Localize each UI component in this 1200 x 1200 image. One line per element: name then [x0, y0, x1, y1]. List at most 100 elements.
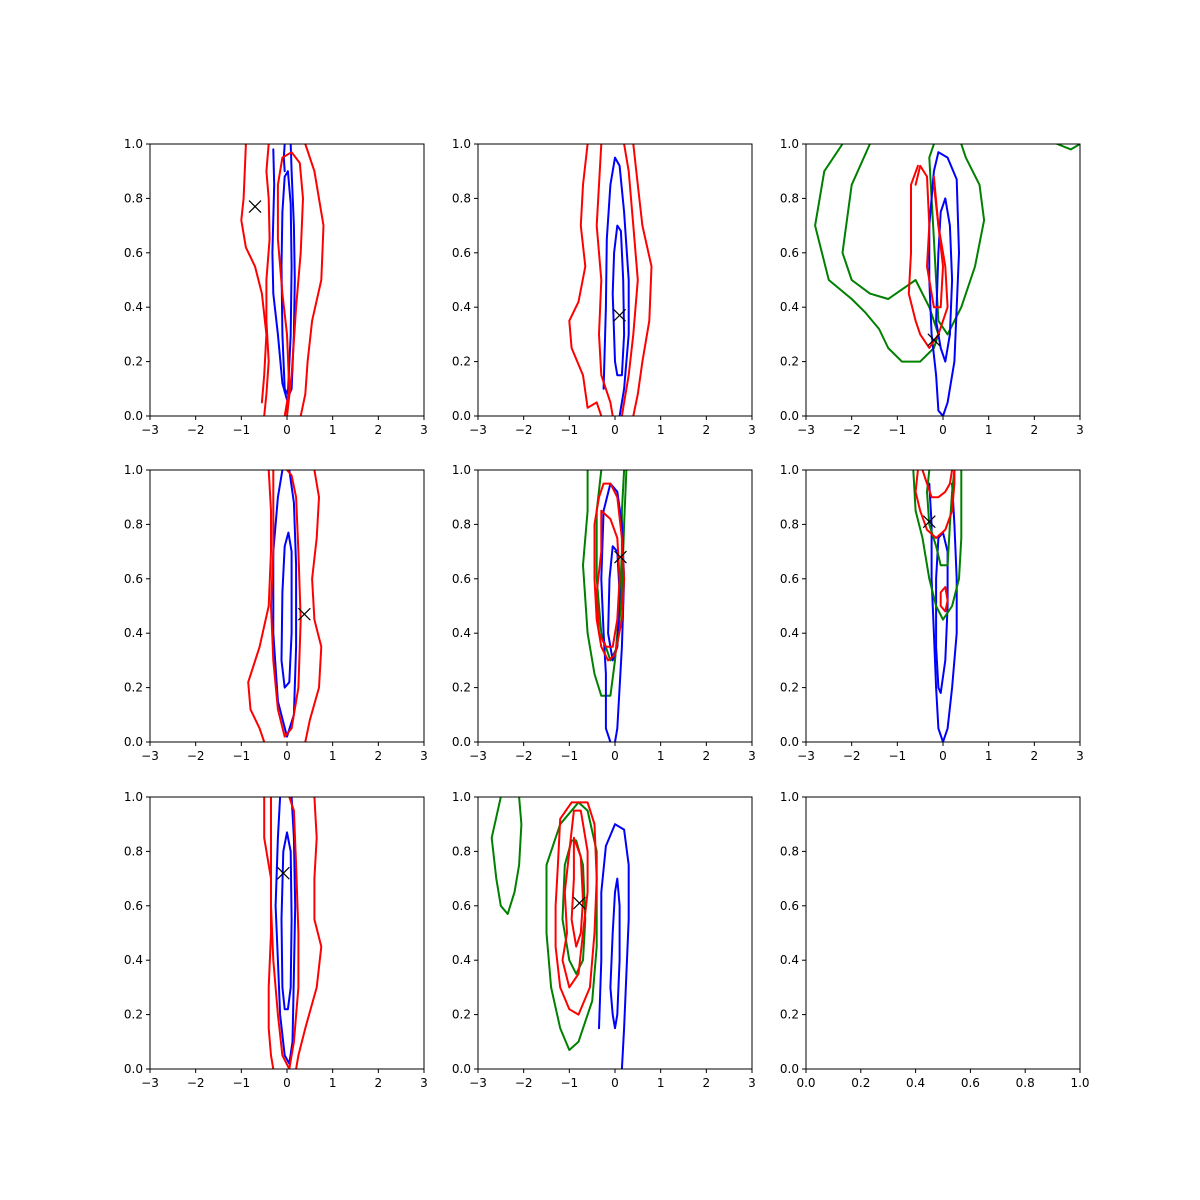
x-tick-label: 0 — [611, 423, 619, 437]
x-tick-label: 1 — [329, 749, 337, 763]
x-tick-label: −1 — [888, 423, 906, 437]
x-tick-label: −3 — [141, 1076, 159, 1090]
y-tick-label: 0.8 — [124, 191, 143, 205]
contour-line-6 — [240, 144, 268, 404]
contour-line-5 — [295, 797, 323, 1069]
contour-line-1 — [935, 531, 949, 694]
y-tick-label: 0.6 — [124, 572, 143, 586]
subplot-3: −3 −2 −1 0 1 2 3 0.0 0.2 0.4 0.6 0.8 1.0 — [780, 137, 1084, 437]
contour-group — [490, 797, 630, 1069]
contour-group — [568, 144, 653, 416]
contour-line-7 — [609, 877, 621, 1030]
x-tick-label: −1 — [232, 1076, 250, 1090]
x-tick-label: −2 — [515, 1076, 533, 1090]
contour-line-5 — [304, 470, 323, 742]
x-tick-label: 0 — [939, 749, 947, 763]
x-tick-label: −3 — [797, 749, 815, 763]
y-tick-label: 0.2 — [452, 681, 471, 695]
x-tick-label: 2 — [375, 749, 383, 763]
axes-frame — [149, 143, 425, 417]
x-tick-label: 1 — [985, 423, 993, 437]
y-tick-label: 0.4 — [780, 300, 799, 314]
axes-frame — [805, 796, 1081, 1070]
y-tick-label: 0.6 — [780, 246, 799, 260]
x-tick-label: 3 — [420, 749, 428, 763]
y-tick-label: 0.0 — [452, 1062, 471, 1076]
contour-line-4 — [912, 470, 963, 621]
contour-group — [912, 470, 963, 742]
x-tick-label: 2 — [1031, 749, 1039, 763]
y-tick-label: 0.0 — [124, 409, 143, 423]
x-tick-label: −1 — [232, 423, 250, 437]
y-tick-label: 0.8 — [452, 191, 471, 205]
subplot-6: −3 −2 −1 0 1 2 3 0.0 0.2 0.4 0.6 0.8 1.0 — [780, 463, 1084, 763]
x-tick-label: 0.4 — [906, 1076, 925, 1090]
marker-x — [297, 607, 311, 621]
x-tick-label: −2 — [843, 423, 861, 437]
x-tick-label: −1 — [560, 1076, 578, 1090]
x-tick-label: 3 — [748, 1076, 756, 1090]
x-tick-label: 2 — [703, 749, 711, 763]
x-tick-label: −1 — [888, 749, 906, 763]
y-tick-label: 0.0 — [780, 409, 799, 423]
contour-group — [247, 470, 323, 742]
y-tick-label: 0.8 — [452, 517, 471, 531]
y-tick-label: 1.0 — [452, 463, 471, 477]
x-tick-label: 1 — [657, 423, 665, 437]
axes-frame — [477, 143, 753, 417]
y-tick-label: 1.0 — [780, 463, 799, 477]
y-tick-label: 0.2 — [452, 1008, 471, 1022]
y-tick-label: 1.0 — [124, 137, 143, 151]
y-tick-label: 0.6 — [452, 246, 471, 260]
y-tick-label: 0.0 — [124, 1062, 143, 1076]
marker-x — [572, 896, 586, 910]
x-tick-label: 0.6 — [961, 1076, 980, 1090]
x-tick-label: −2 — [515, 423, 533, 437]
y-tick-label: 0.2 — [124, 681, 143, 695]
contour-line-5 — [276, 151, 304, 416]
y-tick-label: 0.4 — [124, 953, 143, 967]
y-tick-label: 0.2 — [124, 355, 143, 369]
contour-line-4 — [263, 797, 275, 1069]
contour-line-6 — [914, 164, 944, 309]
x-tick-label: −3 — [469, 749, 487, 763]
contour-group — [582, 470, 628, 742]
y-tick-label: 0.4 — [452, 953, 471, 967]
y-tick-label: 0.2 — [452, 355, 471, 369]
y-tick-label: 0.2 — [124, 1008, 143, 1022]
x-tick-label: −3 — [469, 1076, 487, 1090]
y-tick-label: 0.2 — [780, 681, 799, 695]
y-tick-label: 0.2 — [780, 355, 799, 369]
x-tick-label: 2 — [703, 1076, 711, 1090]
contour-group — [240, 144, 325, 416]
x-tick-label: 2 — [1031, 423, 1039, 437]
axes-frame — [149, 469, 425, 743]
x-tick-label: 2 — [375, 423, 383, 437]
x-tick-label: −1 — [560, 423, 578, 437]
contour-line-2 — [274, 797, 297, 1065]
x-tick-label: 1 — [985, 749, 993, 763]
x-tick-label: −3 — [141, 423, 159, 437]
x-tick-label: −2 — [187, 423, 205, 437]
contour-group — [814, 144, 1080, 416]
contour-line-7 — [907, 164, 949, 349]
contour-line-4 — [247, 470, 272, 742]
marker-x — [248, 200, 262, 213]
contour-line-7 — [593, 482, 626, 662]
contour-line-3 — [270, 470, 302, 738]
contour-line-2 — [928, 482, 958, 742]
y-tick-label: 0.8 — [452, 844, 471, 858]
marker-x — [927, 333, 941, 347]
y-tick-label: 0.0 — [780, 1062, 799, 1076]
contour-line-1 — [280, 831, 293, 1011]
contour-line-1 — [814, 144, 940, 363]
contour-line-8 — [598, 823, 630, 1069]
x-tick-label: −1 — [232, 749, 250, 763]
contour-line-4 — [263, 144, 271, 416]
y-tick-label: 0.6 — [452, 899, 471, 913]
x-tick-label: 3 — [420, 1076, 428, 1090]
marker-x — [922, 515, 936, 529]
x-tick-label: −3 — [469, 423, 487, 437]
contour-line-5 — [568, 144, 603, 416]
x-tick-label: 2 — [703, 423, 711, 437]
